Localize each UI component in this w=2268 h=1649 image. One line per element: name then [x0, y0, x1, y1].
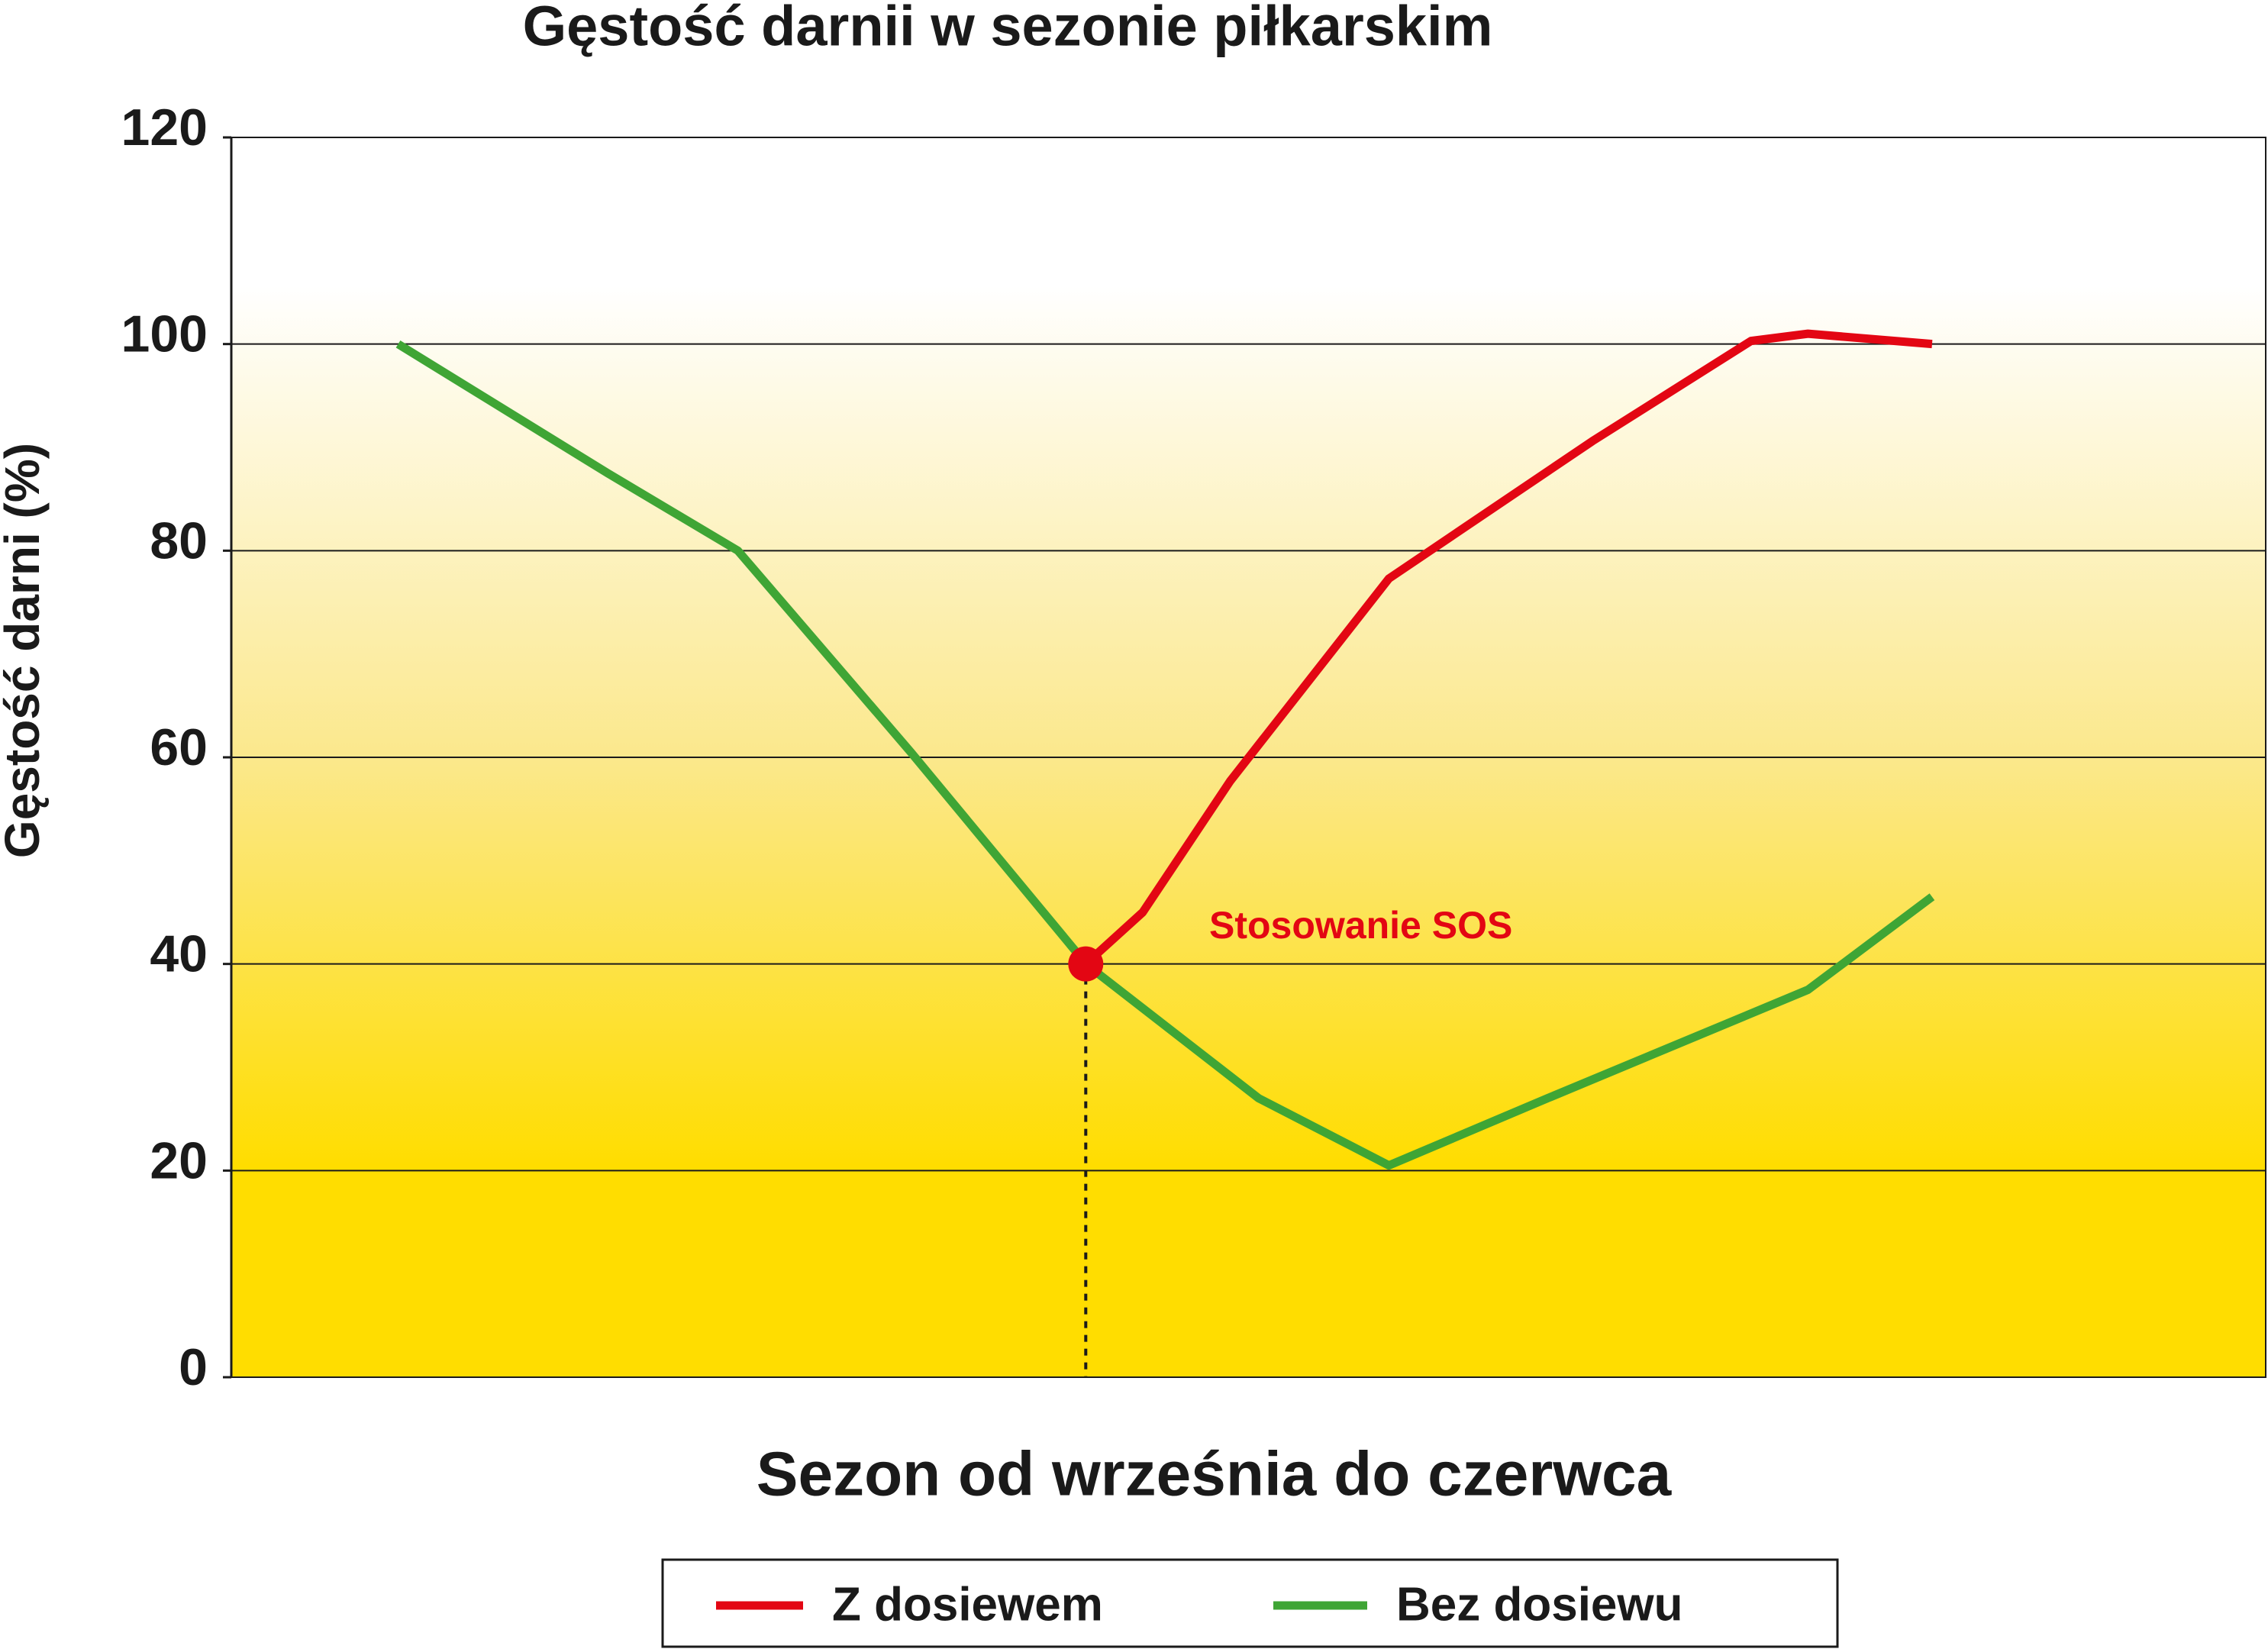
y-tick-label: 120 — [121, 98, 208, 157]
legend-label: Z dosiewem — [832, 1578, 1103, 1631]
line — [1082, 329, 1933, 967]
y-tick-label: 60 — [150, 718, 208, 776]
annotation: Stosowanie SOS — [1209, 904, 1512, 947]
chart-title: Gęstość darnii w sezonie piłkarskim — [523, 0, 1493, 58]
sos-point — [1068, 946, 1104, 982]
y-tick-label: 0 — [179, 1338, 208, 1396]
legend-label: Bez dosiewu — [1396, 1578, 1683, 1631]
legend — [661, 1558, 1839, 1648]
x-axis-title: Sezon od września do czerwca — [757, 1440, 1673, 1509]
y-tick-label: 80 — [150, 511, 208, 570]
y-tick-label: 20 — [150, 1131, 208, 1189]
y-axis-title: Gęstość darni (%) — [0, 443, 50, 858]
y-tick-label: 40 — [150, 925, 208, 983]
y-tick-label: 100 — [121, 305, 208, 363]
